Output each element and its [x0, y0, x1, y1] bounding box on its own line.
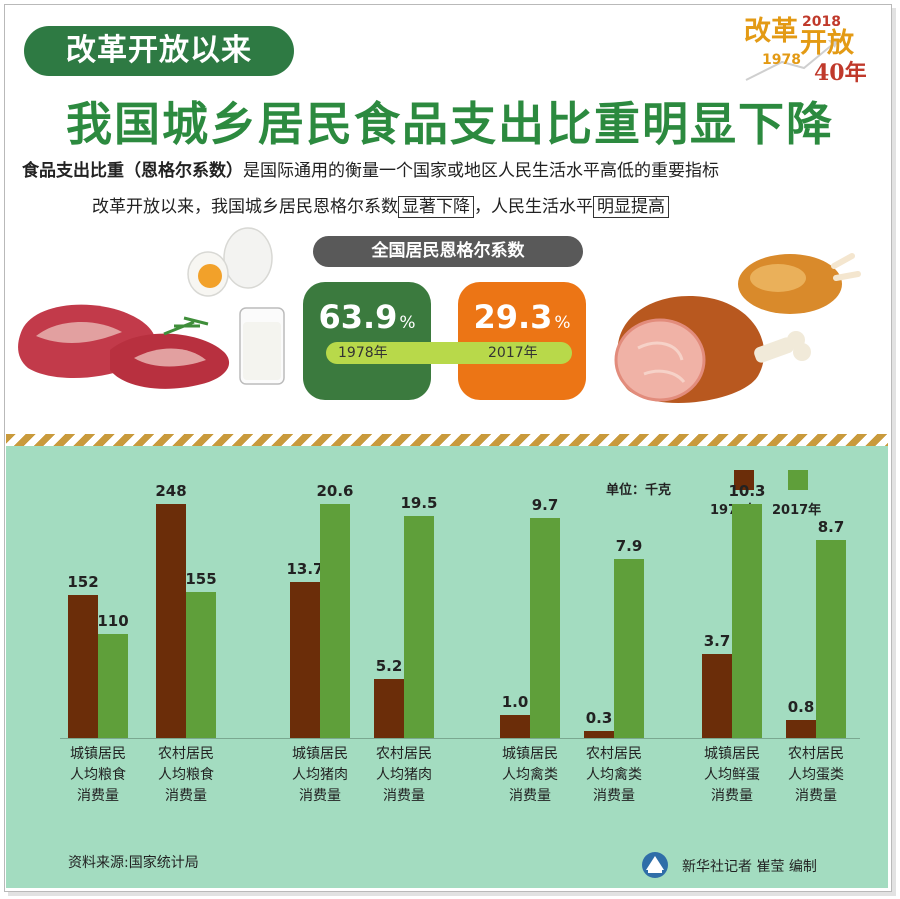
- value-label-2017-6: 10.3: [728, 482, 766, 500]
- bar-2017-6: [732, 504, 762, 738]
- bar-1978-2: [290, 582, 320, 738]
- value-label-2017-1: 155: [185, 569, 217, 588]
- summary-part-a: 改革开放以来，我国城乡居民恩格尔系数: [92, 197, 398, 217]
- value-label-1978-7: 0.8: [787, 697, 815, 716]
- bar-1978-7: [786, 719, 816, 738]
- summary-line: 改革开放以来，我国城乡居民恩格尔系数 显著下降 ，人民生活水平 明显提高: [92, 192, 669, 218]
- food-illustration-left: [18, 227, 285, 389]
- engel-card-1978: 63.9%: [303, 282, 431, 400]
- summary-box-decline: 显著下降: [398, 196, 474, 218]
- value-label-1978-5: 0.3: [585, 709, 613, 728]
- xinhua-logo-icon: [642, 852, 668, 878]
- bar-2017-2: [320, 504, 350, 738]
- bar-2017-5: [614, 558, 644, 738]
- subtitle: 食品支出比重（恩格尔系数）是国际通用的衡量一个国家或地区人民生活水平高低的重要指…: [22, 156, 719, 181]
- engel-value-2017: 29.3%: [458, 298, 586, 336]
- bar-2017-0: [98, 634, 128, 738]
- legend-swatch-2017: [788, 470, 808, 490]
- value-label-1978-3: 5.2: [375, 656, 403, 675]
- value-label-2017-5: 7.9: [615, 536, 643, 555]
- summary-box-improve: 明显提高: [593, 196, 669, 218]
- bar-2017-4: [530, 517, 560, 738]
- logo-text-bottom: 开放: [800, 27, 855, 59]
- main-title: 我国城乡居民食品支出比重明显下降: [66, 97, 834, 151]
- year-label-1978: 1978年: [338, 345, 388, 361]
- year-bar: 1978年 2017年: [326, 342, 572, 364]
- bar-2017-3: [404, 516, 434, 738]
- bar-1978-5: [584, 731, 614, 738]
- legend-label-2017: 2017年: [772, 503, 822, 518]
- summary-part-b: ，人民生活水平: [474, 197, 593, 217]
- reform-40-logo: 改革 2018 开放 1978 40年: [744, 14, 867, 86]
- value-label-1978-4: 1.0: [501, 693, 529, 712]
- engel-number-2017: 29.3: [473, 298, 553, 336]
- subtitle-bold: 食品支出比重（恩格尔系数）: [22, 161, 243, 181]
- value-label-2017-3: 19.5: [400, 494, 438, 513]
- bar-1978-3: [374, 678, 404, 738]
- category-label-0: 城镇居民 人均粮食 消费量: [70, 746, 126, 804]
- herb-icon: [163, 316, 209, 336]
- engel-pct-2017: %: [554, 313, 571, 333]
- chart-baseline: [60, 738, 860, 739]
- value-label-2017-0: 110: [97, 612, 129, 631]
- bar-1978-1: [156, 504, 186, 738]
- value-label-1978-6: 3.7: [703, 631, 731, 650]
- bar-1978-6: [702, 653, 732, 738]
- food-illustration-right: [614, 253, 861, 403]
- engel-pct-1978: %: [399, 313, 416, 333]
- value-label-2017-2: 20.6: [316, 482, 354, 500]
- legend-swatch-1978: [734, 470, 754, 490]
- category-label-6: 城镇居民 人均鲜蛋 消费量: [704, 746, 760, 804]
- value-label-1978-2: 13.7: [286, 560, 324, 579]
- category-label-2: 城镇居民 人均猪肉 消费量: [292, 746, 348, 804]
- data-source: 资料来源:国家统计局: [68, 855, 199, 871]
- logo-year-1978: 1978: [762, 52, 801, 68]
- engel-value-1978: 63.9%: [303, 298, 431, 336]
- value-label-2017-7: 8.7: [817, 518, 845, 537]
- chart-unit: 单位：千克: [606, 483, 672, 498]
- value-label-1978-1: 248: [155, 482, 187, 500]
- engel-number-1978: 63.9: [318, 298, 398, 336]
- bar-1978-0: [68, 594, 98, 738]
- bar-2017-7: [816, 540, 846, 738]
- egg-whole-icon: [223, 227, 273, 289]
- logo-text-top: 改革: [744, 16, 798, 47]
- engel-card-2017: 29.3%: [458, 282, 586, 400]
- divider-stripe: [6, 434, 888, 446]
- engel-title: 全国居民恩格尔系数: [313, 236, 583, 267]
- category-label-1: 农村居民 人均粮食 消费量: [158, 746, 214, 804]
- bar-1978-4: [500, 715, 530, 738]
- category-label-7: 农村居民 人均蛋类 消费量: [788, 746, 844, 804]
- logo-year-2018: 2018: [802, 14, 841, 30]
- credit: 新华社记者 崔莹 编制: [682, 859, 817, 875]
- value-label-2017-4: 9.7: [531, 495, 559, 514]
- subtitle-rest: 是国际通用的衡量一个国家或地区人民生活水平高低的重要指标: [243, 161, 719, 181]
- category-label-5: 农村居民 人均禽类 消费量: [586, 746, 642, 804]
- bar-2017-1: [186, 591, 216, 738]
- category-label-4: 城镇居民 人均禽类 消费量: [502, 746, 558, 804]
- header-pill: 改革开放以来: [24, 26, 294, 76]
- year-label-2017: 2017年: [488, 345, 538, 361]
- category-label-3: 农村居民 人均猪肉 消费量: [376, 746, 432, 804]
- value-label-1978-0: 152: [67, 572, 99, 591]
- logo-40-years: 40年: [814, 60, 867, 86]
